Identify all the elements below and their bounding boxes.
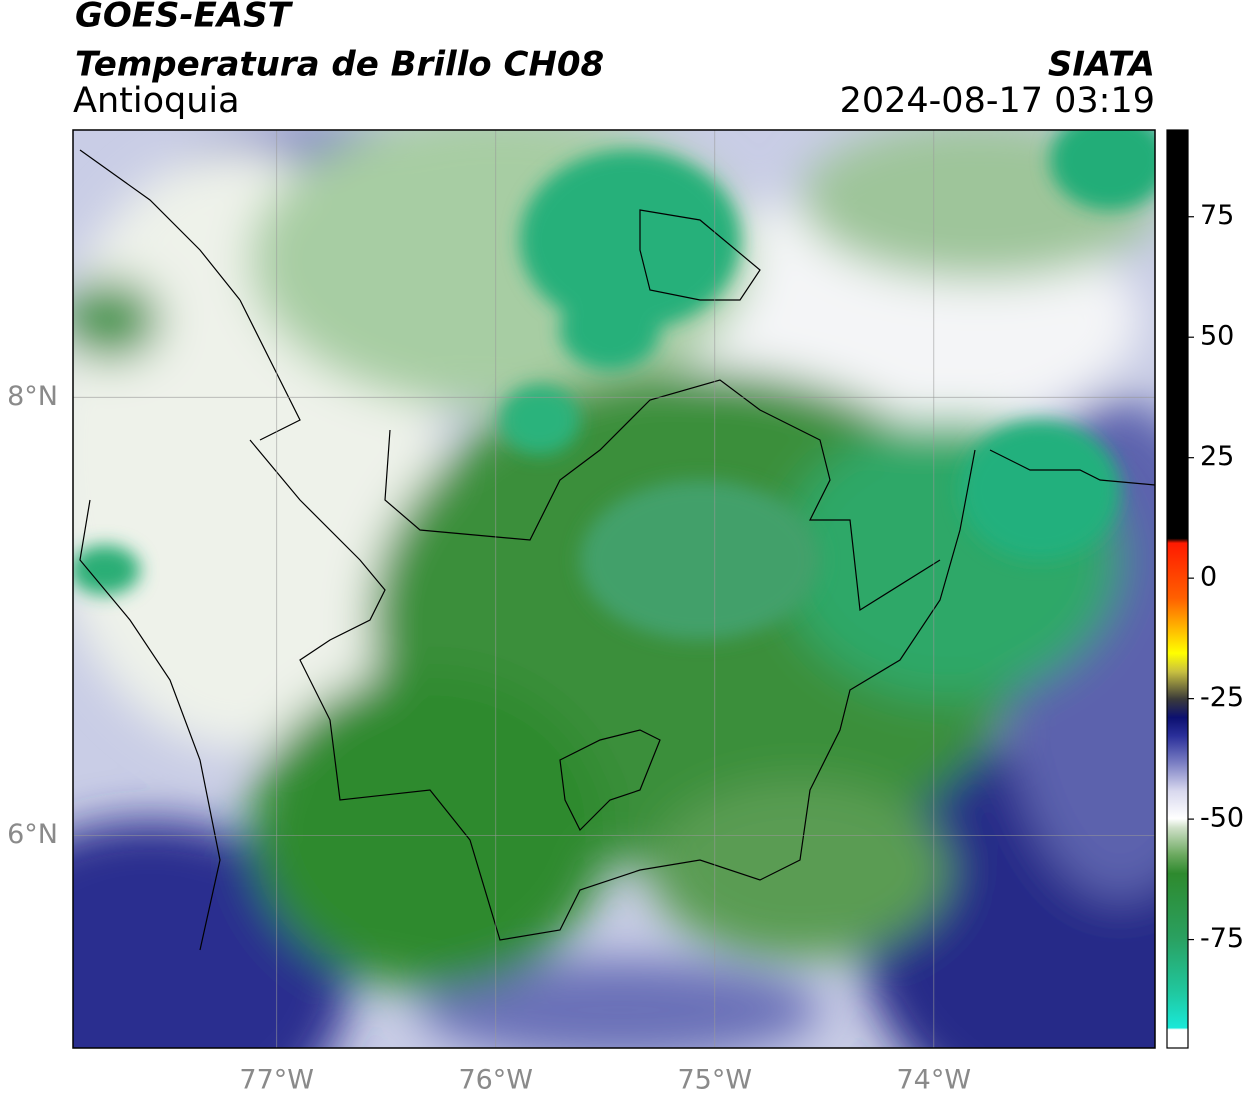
boundaries xyxy=(79,149,1155,951)
map-frame xyxy=(72,129,1156,1049)
lat-tick-label: 6°N xyxy=(7,819,58,850)
region: Antioquia xyxy=(73,81,240,121)
colorbar-frame xyxy=(1166,129,1189,1049)
colorbar-tick-label: -75 xyxy=(1200,923,1244,954)
lon-tick-label: 74°W xyxy=(897,1065,972,1096)
lon-tick-label: 77°W xyxy=(239,1065,314,1096)
source: SIATA xyxy=(1048,45,1155,85)
colorbar-tick-label: 25 xyxy=(1200,441,1234,472)
colorbar-tick-label: -25 xyxy=(1200,682,1244,713)
colorbar-tick-label: 50 xyxy=(1200,321,1234,352)
colorbar-tick-label: 75 xyxy=(1200,200,1234,231)
subtitle: Temperatura de Brillo CH08 xyxy=(75,45,604,85)
colorbar-tick-label: -50 xyxy=(1200,803,1244,834)
colorbar-tick-label: 0 xyxy=(1200,562,1217,593)
satellite-image xyxy=(73,130,1155,1048)
title: GOES-EAST xyxy=(75,0,294,36)
colorbar xyxy=(1167,130,1188,1048)
lon-tick-label: 76°W xyxy=(458,1065,533,1096)
lon-tick-label: 75°W xyxy=(677,1065,752,1096)
lat-tick-label: 8°N xyxy=(7,381,58,412)
timestamp: 2024-08-17 03:19 xyxy=(840,81,1155,121)
